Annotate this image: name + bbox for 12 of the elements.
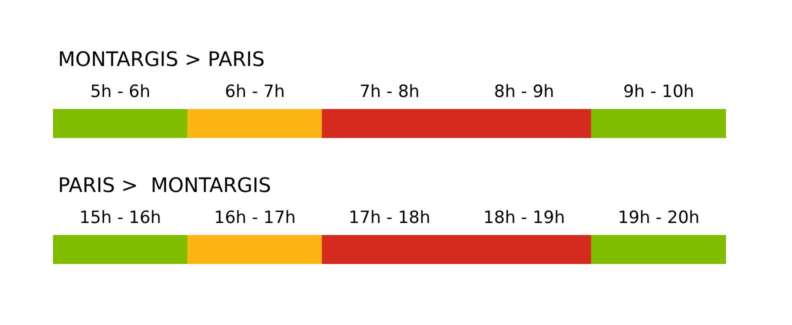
x-tick-label: 5h - 6h <box>90 82 150 102</box>
chart-title: MONTARGIS > PARIS <box>58 47 265 71</box>
x-tick-label: 19h - 20h <box>618 208 700 228</box>
chart-title: PARIS > MONTARGIS <box>58 173 272 197</box>
x-tick-label: 7h - 8h <box>359 82 420 102</box>
x-tick-label: 18h - 19h <box>483 208 565 228</box>
x-tick-label: 16h - 17h <box>214 208 296 228</box>
x-tick-label: 6h - 7h <box>224 82 285 102</box>
x-tick-label: 8h - 9h <box>494 82 554 102</box>
x-tick-label: 17h - 18h <box>348 208 430 228</box>
x-tick-label: 9h - 10h <box>623 82 694 102</box>
x-tick-label: 15h - 16h <box>79 208 162 228</box>
